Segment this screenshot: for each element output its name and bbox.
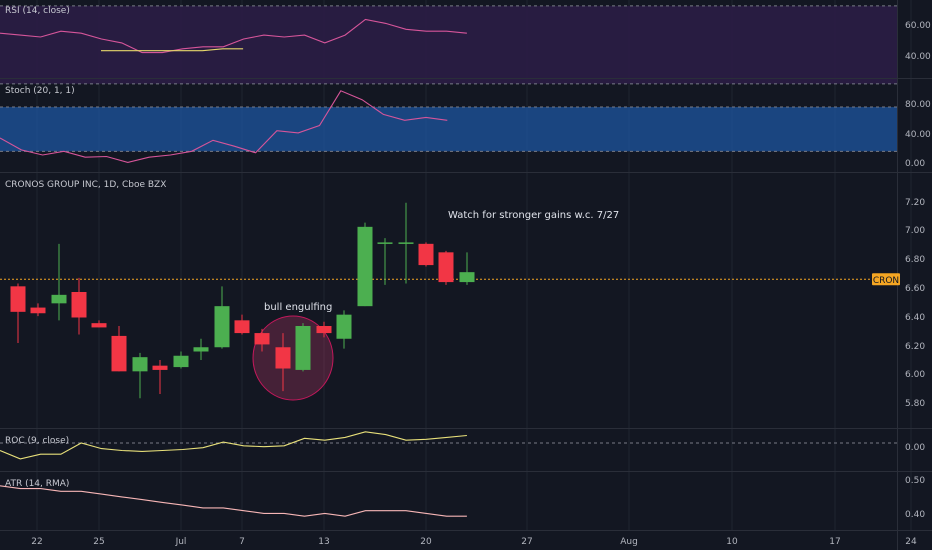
pane-title: ROC (9, close)	[5, 436, 69, 446]
candle-body	[234, 320, 250, 334]
pane-title: Stoch (20, 1, 1)	[5, 86, 75, 96]
last-price-tag	[872, 273, 900, 286]
candle-body	[275, 347, 291, 369]
candle-body	[173, 355, 189, 368]
candle-body	[357, 226, 373, 307]
y-tick-label: 6.40	[905, 313, 925, 323]
last-price-tag-label: CRON	[873, 276, 899, 286]
candle-body	[459, 272, 475, 283]
candle-body	[398, 242, 414, 244]
stoch-line	[0, 90, 448, 163]
candle-body	[71, 292, 87, 318]
x-tick-label: 20	[420, 537, 432, 547]
candle-body	[10, 286, 26, 312]
x-tick-label: 25	[93, 537, 104, 547]
candle-body	[111, 335, 127, 372]
x-tick-label: 22	[31, 537, 42, 547]
y-tick-label: 0.40	[905, 510, 925, 520]
x-tick-label: 27	[521, 537, 532, 547]
candle-body	[438, 252, 454, 283]
candle-body	[214, 306, 230, 348]
y-tick-label: 0.00	[905, 443, 925, 453]
y-tick-label: 6.20	[905, 342, 925, 352]
candle-body	[152, 365, 168, 370]
candle-body	[51, 294, 67, 304]
y-tick-label: 40.00	[905, 52, 931, 62]
y-tick-label: 5.80	[905, 399, 925, 409]
x-tick-label: Jul	[175, 537, 187, 547]
pane-title: CRONOS GROUP INC, 1D, Cboe BZX	[5, 180, 166, 190]
candle-body	[336, 314, 352, 339]
x-tick-label: 24	[905, 537, 917, 547]
rsi-divergence-line	[101, 48, 244, 52]
atr-line	[0, 485, 467, 517]
candle-body	[132, 357, 148, 372]
y-tick-label: 80.00	[905, 100, 931, 110]
pane-title: ATR (14, RMA)	[5, 479, 69, 489]
candle-body	[30, 307, 46, 314]
x-tick-label: Aug	[620, 537, 638, 547]
y-tick-label: 0.50	[905, 476, 925, 486]
y-tick-label: 60.00	[905, 21, 931, 31]
pane-title: RSI (14, close)	[5, 6, 70, 16]
candle-body	[193, 347, 209, 352]
y-tick-label: 7.20	[905, 198, 925, 208]
y-tick-label: 40.00	[905, 130, 931, 140]
annotation-bull-engulfing: bull engulfing	[264, 302, 332, 313]
rsi-line	[0, 18, 467, 54]
candle-body	[254, 333, 270, 345]
rsi-band	[0, 5, 897, 84]
roc-line	[0, 431, 467, 460]
annotation-watch: Watch for stronger gains w.c. 7/27	[448, 210, 619, 221]
stoch-band	[0, 107, 897, 152]
candle-body	[91, 323, 107, 328]
y-tick-label: 6.00	[905, 370, 925, 380]
y-tick-label: 6.60	[905, 284, 925, 294]
y-tick-label: 6.80	[905, 255, 925, 265]
candle-body	[377, 242, 393, 244]
candle-body	[316, 326, 332, 334]
pattern-highlight-circle	[252, 315, 334, 401]
x-tick-label: 7	[239, 537, 245, 547]
x-tick-label: 17	[829, 537, 840, 547]
y-tick-label: 7.00	[905, 226, 925, 236]
x-tick-label: 10	[726, 537, 738, 547]
candle-body	[295, 326, 311, 370]
x-tick-label: 13	[318, 537, 329, 547]
y-tick-label: 0.00	[905, 159, 925, 169]
candle-body	[418, 243, 434, 266]
